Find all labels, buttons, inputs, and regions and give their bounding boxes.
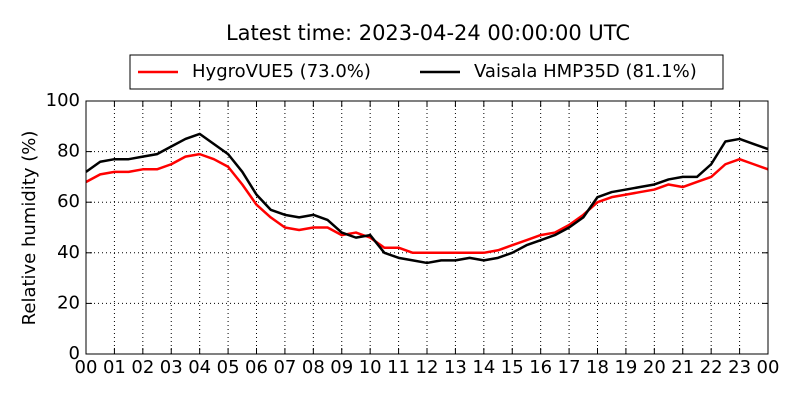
plot-frame — [85, 100, 769, 355]
x-tick-label: 17 — [558, 357, 581, 378]
x-tick-label: 19 — [614, 357, 637, 378]
y-tick-label: 100 — [46, 90, 80, 111]
x-tick-label: 08 — [302, 357, 325, 378]
x-tick-label: 07 — [273, 357, 296, 378]
x-tick-label: 13 — [444, 357, 467, 378]
x-tick-label: 11 — [387, 357, 410, 378]
y-tick-label: 20 — [57, 292, 80, 313]
x-tick-label: 12 — [416, 357, 439, 378]
x-tick-label: 10 — [359, 357, 382, 378]
legend-label: Vaisala HMP35D (81.1%) — [474, 61, 697, 82]
x-tick-label: 04 — [188, 357, 211, 378]
y-tick-label: 80 — [57, 141, 80, 162]
data-line — [85, 152, 769, 255]
x-tick-label: 02 — [131, 357, 154, 378]
y-tick-label: 40 — [57, 242, 80, 263]
x-tick-label: 06 — [245, 357, 268, 378]
x-tick-label: 01 — [103, 357, 126, 378]
y-tick-label: 0 — [69, 343, 80, 364]
x-tick-label: 00 — [757, 357, 780, 378]
x-tick-label: 18 — [586, 357, 609, 378]
x-tick-label: 21 — [671, 357, 694, 378]
x-tick-label: 03 — [160, 357, 183, 378]
legend-label: HygroVUE5 (73.0%) — [192, 61, 371, 82]
x-tick-label: 05 — [217, 357, 240, 378]
x-tick-label: 15 — [501, 357, 524, 378]
x-tick-label: 23 — [728, 357, 751, 378]
data-line — [85, 132, 769, 265]
x-tick-label: 16 — [529, 357, 552, 378]
y-axis-label: Relative humidity (%) — [19, 131, 40, 326]
x-tick-label: 20 — [643, 357, 666, 378]
x-tick-label: 22 — [700, 357, 723, 378]
x-tick-label: 14 — [472, 357, 495, 378]
x-tick-label: 09 — [330, 357, 353, 378]
chart-title: Latest time: 2023-04-24 00:00:00 UTC — [226, 21, 630, 45]
y-tick-label: 60 — [57, 191, 80, 212]
x-tick-label: 00 — [75, 357, 98, 378]
